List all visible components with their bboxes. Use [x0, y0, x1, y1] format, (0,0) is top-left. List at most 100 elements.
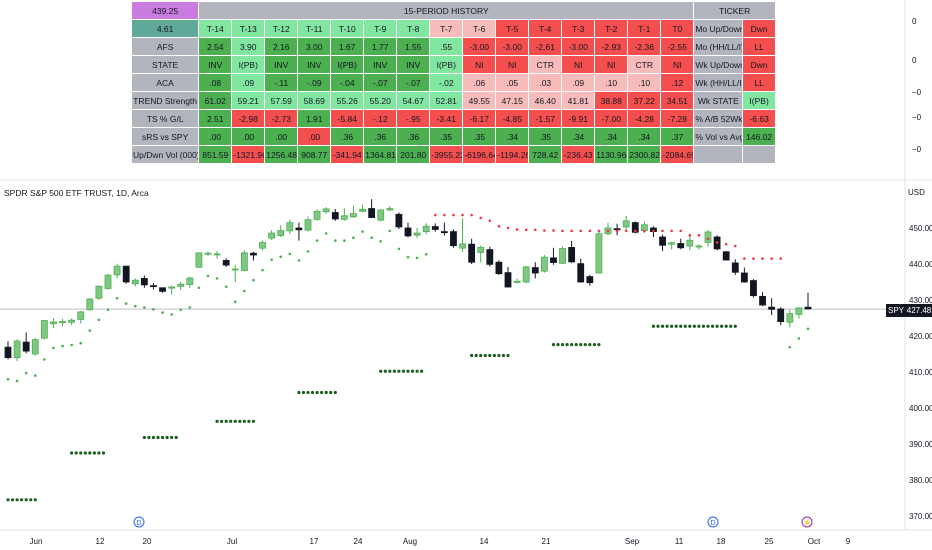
long-stop-dot [656, 324, 660, 328]
candle [595, 233, 603, 274]
row-label: AFS [130, 37, 200, 56]
long-stop-dot [170, 435, 174, 440]
period-row: 4.61 T-14 T-13 T-12 T-11 T-10 T-9 T-8 T-7 T-6 T-5 T… [130, 19, 776, 38]
table-cell: -2.98 [231, 109, 266, 128]
candle [559, 248, 566, 264]
date-axis-label: 18 [717, 537, 726, 546]
table-cell: 57.59 [264, 91, 299, 110]
long-stop-dot [592, 343, 596, 347]
table-cell: .00 [231, 127, 266, 146]
table-cell: CTR [528, 55, 563, 74]
candle [313, 211, 321, 220]
candle [613, 228, 621, 231]
long-stop-dot [10, 498, 15, 502]
stop-dot [252, 278, 255, 282]
candle [768, 306, 776, 310]
candle [586, 276, 594, 284]
candle [231, 268, 239, 271]
candle [777, 308, 785, 323]
table-cell: .08 [198, 73, 233, 92]
long-stop-dot [233, 419, 237, 423]
ticker-label: % A/B 52Wk HI [693, 109, 744, 128]
table-cell: -1.57 [528, 109, 563, 128]
table-cell: 61.02 [198, 91, 233, 110]
long-stop-dot [470, 353, 474, 358]
currency-label[interactable]: USD [908, 188, 925, 197]
stop-dot [24, 371, 28, 375]
table-cell: -6196.64 [462, 145, 497, 164]
section-header: 15-PERIOD HISTORY [198, 1, 695, 20]
long-stop-dot [301, 390, 306, 395]
table-cell: .36 [363, 127, 398, 146]
table-cell: 1256.48 [264, 145, 299, 164]
candle [531, 267, 539, 274]
long-stop-dot [665, 324, 669, 328]
long-stop-dot [556, 343, 560, 347]
stop-dot [370, 236, 373, 240]
chart-title: SPDR S&P 500 ETF TRUST, 1D, Arca [4, 188, 149, 198]
long-stop-dot [79, 451, 83, 455]
table-cell: -1321.96 [231, 145, 266, 164]
long-stop-dot [492, 353, 496, 358]
table-cell: .36 [330, 127, 365, 146]
candle [350, 213, 357, 218]
long-stop-dot [415, 369, 419, 373]
row-label: Up/Dwn Vol (000) [130, 145, 200, 164]
long-stop-dot [420, 369, 424, 373]
candle [213, 253, 221, 256]
price-axis-label: 420.00 [909, 332, 932, 341]
candle [268, 232, 276, 239]
stop-dot [406, 255, 410, 259]
table-cell: -7.00 [594, 109, 629, 128]
candle [331, 212, 339, 220]
stop-dot [388, 229, 392, 233]
table-cell: INV [264, 55, 299, 74]
long-stop-dot [692, 324, 696, 328]
long-stop-dot [410, 369, 415, 373]
table-cell: 41.81 [561, 91, 596, 110]
long-stop-dot [379, 369, 383, 373]
table-cell: -5.84 [330, 109, 365, 128]
table-cell: .35 [462, 127, 497, 146]
event-marker-label: D [710, 520, 715, 527]
candle [550, 257, 557, 263]
long-stop-dot [83, 451, 87, 455]
long-stop-dot [92, 451, 96, 455]
candle [277, 230, 285, 236]
table-cell: 54.67 [396, 91, 431, 110]
stop-dot [106, 308, 110, 312]
candle [4, 346, 12, 359]
date-axis-label: Oct [808, 537, 821, 546]
long-stop-dot [320, 390, 324, 395]
event-marker-label: D [136, 520, 141, 527]
candle [150, 285, 157, 288]
stop-dot [79, 341, 83, 345]
upper-axis-label: 0 [912, 17, 917, 26]
candle [22, 341, 30, 352]
long-stop-dot [588, 343, 592, 347]
stop-dot [261, 268, 264, 272]
stop-dot [706, 237, 710, 241]
long-stop-dot [483, 353, 487, 358]
candle [368, 208, 376, 218]
stop-dot [770, 257, 773, 260]
period-label: T-7 [429, 19, 464, 38]
candle [804, 306, 812, 310]
table-cell: -3.41 [429, 109, 464, 128]
table-cell: NI [594, 55, 629, 74]
table-cell: 201.80 [396, 145, 431, 164]
stop-dot [133, 304, 137, 308]
upper-axis-label: −0 [912, 88, 922, 97]
stop-dot [233, 300, 237, 304]
long-stop-dot [388, 369, 392, 373]
candle [59, 321, 66, 324]
table-cell: .55 [429, 37, 464, 56]
stop-dot [270, 258, 273, 261]
stop-dot [424, 252, 428, 256]
table-cell: -2084.69 [660, 145, 695, 164]
table-cell: .09 [231, 73, 266, 92]
price-axis-label: 390.00 [909, 440, 932, 449]
long-stop-dot [165, 435, 169, 440]
stop-dot [570, 229, 573, 233]
